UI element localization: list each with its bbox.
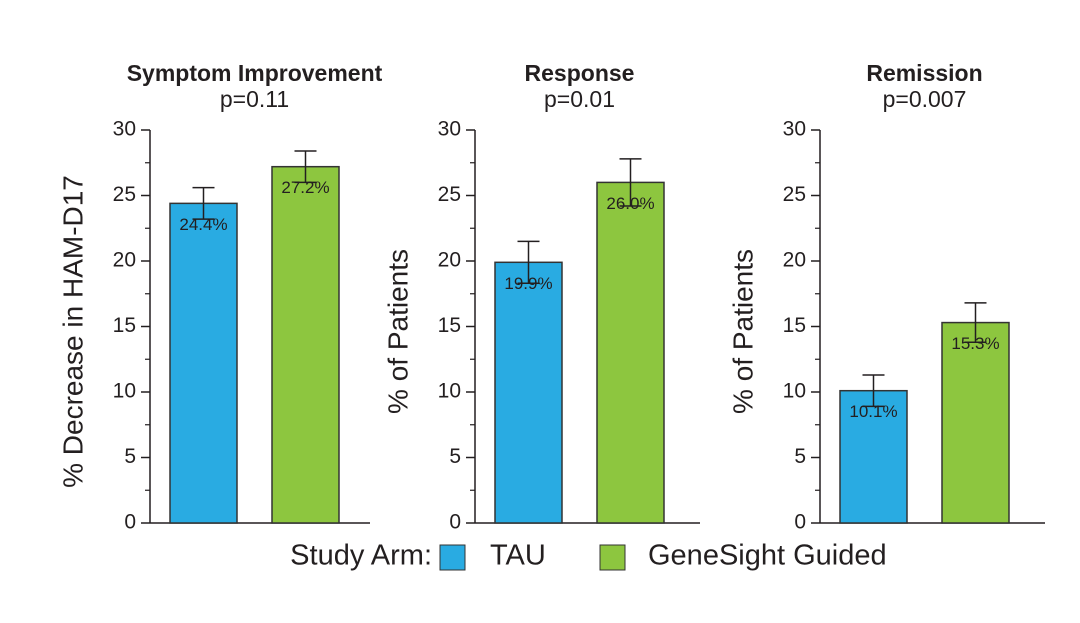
y-tick-label: 5 bbox=[124, 445, 136, 468]
y-tick-label: 25 bbox=[113, 183, 136, 206]
legend-label: TAU bbox=[490, 540, 546, 572]
y-tick-label: 15 bbox=[783, 314, 806, 337]
bar bbox=[271, 165, 340, 524]
bar bbox=[839, 389, 908, 524]
legend-swatch bbox=[599, 544, 626, 571]
bar bbox=[596, 181, 665, 524]
y-tick-label: 20 bbox=[438, 249, 461, 272]
bar bbox=[494, 261, 563, 524]
y-tick-label: 0 bbox=[449, 511, 461, 534]
legend-title: Study Arm: bbox=[290, 540, 432, 572]
y-tick-label: 15 bbox=[113, 314, 136, 337]
y-tick-label: 30 bbox=[113, 118, 136, 141]
y-axis-label: % of Patients bbox=[382, 249, 413, 414]
y-tick-label: 20 bbox=[783, 249, 806, 272]
y-tick-label: 5 bbox=[449, 445, 461, 468]
legend-label: GeneSight Guided bbox=[648, 540, 887, 572]
value-label: 10.1% bbox=[849, 402, 897, 421]
y-tick-label: 25 bbox=[438, 183, 461, 206]
chart-title: Response bbox=[525, 60, 635, 86]
value-label: 26.0% bbox=[606, 194, 654, 213]
y-tick-label: 15 bbox=[438, 314, 461, 337]
chart-subtitle: p=0.01 bbox=[544, 86, 615, 112]
y-tick-label: 0 bbox=[124, 511, 136, 534]
chart-subtitle: p=0.11 bbox=[220, 86, 289, 112]
y-tick-label: 5 bbox=[794, 445, 806, 468]
chart-title: Remission bbox=[866, 60, 982, 86]
chart-title: Symptom Improvement bbox=[127, 60, 383, 86]
y-axis-label: % Decrease in HAM-D17 bbox=[57, 175, 88, 488]
y-tick-label: 20 bbox=[113, 249, 136, 272]
y-tick-label: 10 bbox=[438, 380, 461, 403]
y-tick-label: 30 bbox=[783, 118, 806, 141]
y-tick-label: 30 bbox=[438, 118, 461, 141]
value-label: 15.3% bbox=[951, 334, 999, 353]
chart-subtitle: p=0.007 bbox=[883, 86, 967, 112]
value-label: 27.2% bbox=[281, 178, 329, 197]
value-label: 19.9% bbox=[504, 274, 552, 293]
y-tick-label: 0 bbox=[794, 511, 806, 534]
value-label: 24.4% bbox=[179, 215, 227, 234]
y-tick-label: 25 bbox=[783, 183, 806, 206]
legend-swatch bbox=[439, 544, 466, 571]
y-tick-label: 10 bbox=[783, 380, 806, 403]
y-tick-label: 10 bbox=[113, 380, 136, 403]
bar bbox=[169, 202, 238, 524]
y-axis-label: % of Patients bbox=[727, 249, 758, 414]
